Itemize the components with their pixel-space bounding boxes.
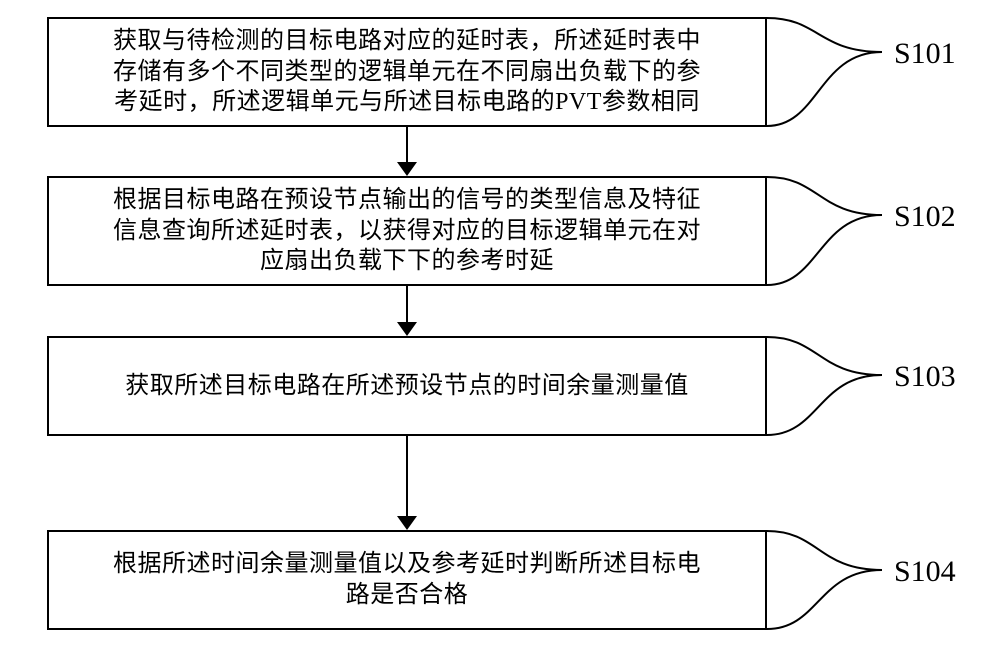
- arrow-head-2: [397, 516, 417, 530]
- connector-S102: [767, 177, 882, 285]
- connector-S104: [767, 531, 882, 629]
- flowchart-container: 获取与待检测的目标电路对应的延时表，所述延时表中 存储有多个不同类型的逻辑单元在…: [0, 0, 1000, 649]
- connector-S103: [767, 337, 882, 435]
- arrow-head-0: [397, 162, 417, 176]
- flow-svg: [0, 0, 1000, 649]
- connector-S101: [767, 18, 882, 126]
- arrow-head-1: [397, 322, 417, 336]
